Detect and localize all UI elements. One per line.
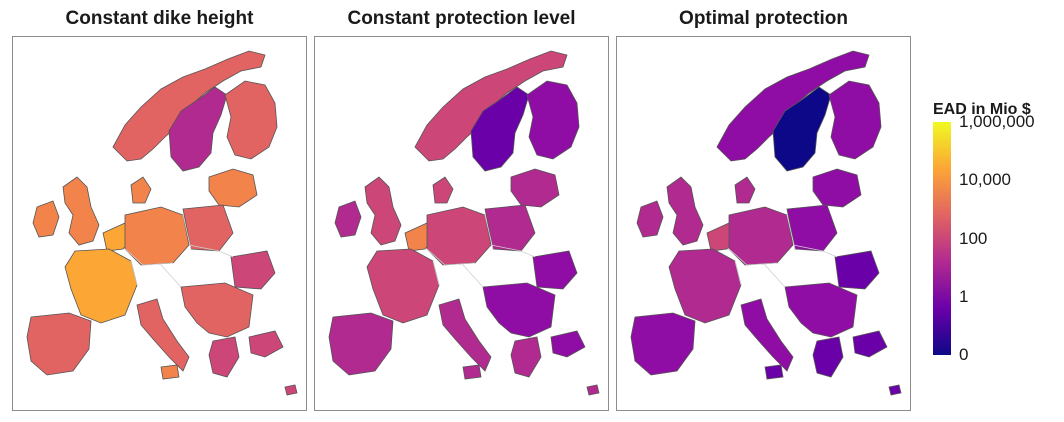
europe-map-3 — [630, 50, 902, 396]
panel-3-title: Optimal protection — [679, 8, 848, 29]
legend-tick-label: 0 — [959, 345, 969, 364]
panel-2-title: Constant protection level — [347, 8, 576, 29]
inland-border — [764, 264, 786, 288]
inland-border — [462, 264, 484, 288]
region-denmark — [432, 176, 454, 204]
inland-border — [432, 260, 440, 286]
region-turkey — [248, 330, 284, 358]
map-panel-constant-protection-level — [314, 36, 609, 411]
inland-border — [182, 214, 192, 250]
region-germany — [124, 206, 190, 266]
region-ireland — [32, 200, 60, 238]
region-sweden — [772, 86, 832, 172]
region-france — [668, 248, 742, 324]
inland-border — [786, 214, 796, 250]
region-iberia — [26, 312, 92, 376]
region-poland — [182, 204, 234, 252]
region-iberia — [630, 312, 696, 376]
region-romania — [532, 250, 578, 290]
region-sicily — [160, 364, 180, 380]
inland-border — [426, 248, 476, 266]
inland-border — [792, 244, 838, 258]
inland-border — [728, 248, 778, 266]
region-france — [366, 248, 440, 324]
region-poland — [786, 204, 838, 252]
inland-border — [484, 214, 494, 250]
europe-map-2 — [328, 50, 600, 396]
map-panel-constant-dike-height — [12, 36, 307, 411]
legend-title: EAD in Mio $ — [933, 101, 1031, 118]
region-germany — [426, 206, 492, 266]
region-greece — [208, 336, 240, 378]
legend-tick — [951, 239, 957, 240]
region-italy — [740, 298, 794, 372]
region-poland — [484, 204, 536, 252]
legend-tick — [951, 122, 957, 123]
region-france — [64, 248, 138, 324]
legend-tick-label: 1 — [959, 287, 969, 306]
panel-1-title: Constant dike height — [65, 8, 254, 29]
region-finland — [224, 80, 278, 160]
region-baltic — [208, 168, 258, 208]
region-denmark — [734, 176, 756, 204]
region-italy — [438, 298, 492, 372]
region-turkey — [852, 330, 888, 358]
region-baltic — [812, 168, 862, 208]
region-cyprus — [888, 384, 902, 396]
region-ireland — [334, 200, 362, 238]
region-balkans — [180, 282, 254, 338]
region-sweden — [168, 86, 228, 172]
europe-map-1 — [26, 50, 298, 396]
legend-colorbar — [933, 122, 951, 355]
region-uk — [364, 176, 402, 246]
region-sicily — [764, 364, 784, 380]
region-romania — [834, 250, 880, 290]
inland-border — [124, 248, 174, 266]
region-cyprus — [586, 384, 600, 396]
inland-border — [490, 244, 536, 258]
region-cyprus — [284, 384, 298, 396]
legend-tick-label: 1,000,000 — [959, 112, 1035, 131]
region-greece — [510, 336, 542, 378]
region-turkey — [550, 330, 586, 358]
inland-border — [160, 264, 182, 288]
region-uk — [666, 176, 704, 246]
region-uk — [62, 176, 100, 246]
legend-tick — [951, 355, 957, 356]
inland-border — [734, 260, 742, 286]
region-sicily — [462, 364, 482, 380]
legend-tick — [951, 180, 957, 181]
inland-border — [188, 244, 234, 258]
region-italy — [136, 298, 190, 372]
region-germany — [728, 206, 794, 266]
region-greece — [812, 336, 844, 378]
region-romania — [230, 250, 276, 290]
region-ireland — [636, 200, 664, 238]
region-sweden — [470, 86, 530, 172]
region-denmark — [130, 176, 152, 204]
legend-tick-label: 10,000 — [959, 170, 1011, 189]
map-panel-optimal-protection — [616, 36, 911, 411]
legend-tick — [951, 297, 957, 298]
region-balkans — [482, 282, 556, 338]
legend-tick-label: 100 — [959, 229, 988, 248]
region-finland — [828, 80, 882, 160]
region-balkans — [784, 282, 858, 338]
region-baltic — [510, 168, 560, 208]
inland-border — [130, 260, 138, 286]
region-finland — [526, 80, 580, 160]
region-iberia — [328, 312, 394, 376]
